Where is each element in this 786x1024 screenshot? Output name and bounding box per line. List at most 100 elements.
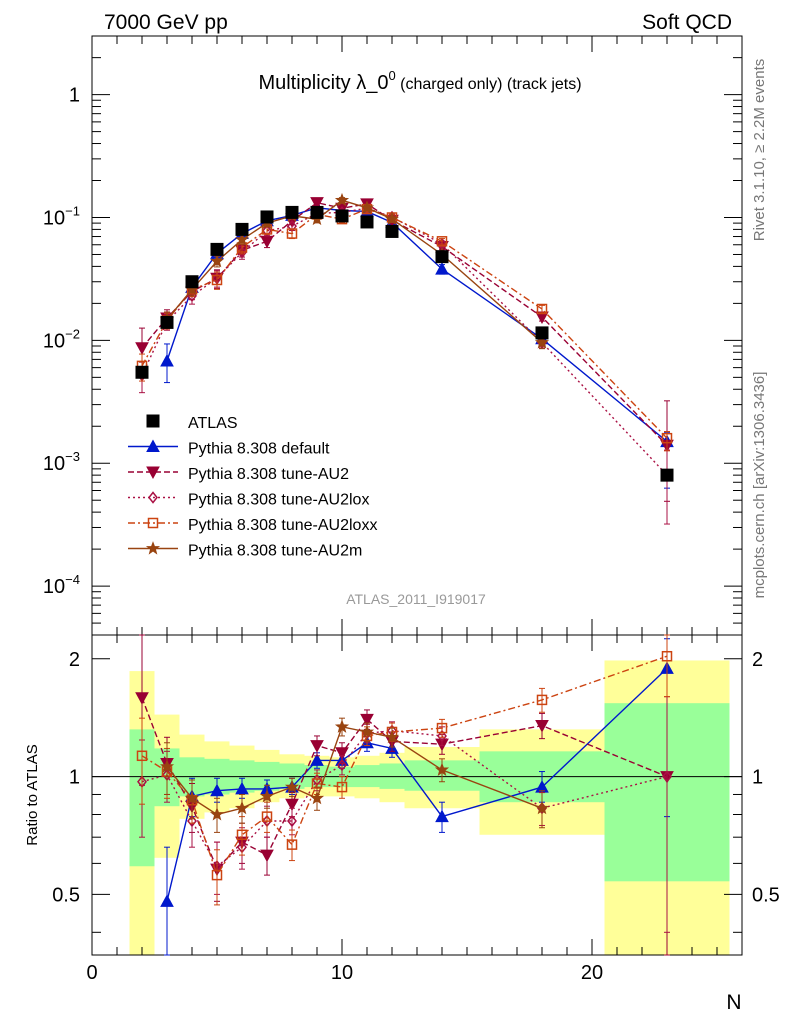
ratio-panel: 0 10 20 0.5 0.5 1 1 2 2 xyxy=(52,634,780,984)
uncertainty-bands xyxy=(129,660,730,955)
series-point-ratio xyxy=(209,807,225,821)
series-point-ratio xyxy=(236,829,248,841)
data-point xyxy=(185,275,199,289)
series-point-ratio xyxy=(662,770,672,783)
y-tick-exponent: −3 xyxy=(65,449,80,464)
series-point-ratio xyxy=(261,811,273,822)
main-panel: 110−110−210−310−4 xyxy=(43,35,743,636)
data-point xyxy=(535,326,549,340)
chart-title: Multiplicity λ_00 (charged only) (track … xyxy=(258,68,581,94)
series-point-ratio xyxy=(335,747,349,760)
y-tick-label-main: 10−2 xyxy=(43,326,80,352)
series-main-4 xyxy=(159,192,550,350)
legend-label: Pythia 8.308 tune-AU2m xyxy=(188,543,362,560)
header-right: Soft QCD xyxy=(642,11,732,34)
data-point xyxy=(310,205,324,219)
legend-item: Pythia 8.308 default xyxy=(128,439,330,458)
series-point-ratio xyxy=(437,729,447,743)
y-tick-label-ratio-right: 0.5 xyxy=(752,884,780,906)
y-tick-label-ratio: 1 xyxy=(69,767,80,789)
legend-label: Pythia 8.308 tune-AU2lox xyxy=(188,492,369,509)
series-point-main xyxy=(260,235,274,249)
series-point-ratio xyxy=(136,750,148,762)
series-point-ratio xyxy=(234,800,250,815)
series-point-main xyxy=(135,342,149,355)
legend-item: Pythia 8.308 tune-AU2 xyxy=(128,466,349,483)
legend-marker xyxy=(147,517,159,529)
y-tick-label-ratio-right: 1 xyxy=(752,767,763,789)
series-point-main xyxy=(160,353,174,367)
series-line-ratio xyxy=(141,655,668,877)
legend-marker xyxy=(148,491,158,504)
side-mcplots-label: mcplots.cern.ch [arXiv:1306.3436] xyxy=(751,372,768,599)
legend-marker xyxy=(145,541,161,555)
y-tick-exponent: −4 xyxy=(65,572,80,587)
series-point-main xyxy=(536,303,548,315)
series-point-ratio xyxy=(310,753,324,766)
y-tick-label-main: 10−1 xyxy=(43,203,80,229)
series-point-main xyxy=(436,236,448,247)
series-point-ratio xyxy=(535,720,549,733)
series-point-ratio xyxy=(187,814,197,828)
y-tick-label-main: 10−4 xyxy=(43,572,80,598)
series-line-ratio xyxy=(141,697,668,871)
series-point-ratio xyxy=(534,800,550,815)
series-point-ratio xyxy=(310,740,324,753)
series-point-ratio xyxy=(434,762,450,776)
y-tick-label-main: 10−3 xyxy=(43,449,80,475)
series-point-main xyxy=(286,228,298,239)
legend-item: Pythia 8.308 tune-AU2m xyxy=(128,541,362,560)
series-point-ratio xyxy=(259,788,275,803)
series-point-main xyxy=(262,224,272,237)
series-point-ratio xyxy=(334,719,350,733)
series-main-3 xyxy=(136,203,673,452)
series-point-ratio xyxy=(435,809,449,823)
series-point-ratio xyxy=(286,839,298,850)
title-main: Multiplicity λ_0 xyxy=(258,72,388,94)
series-point-ratio xyxy=(287,814,297,828)
legend-marker xyxy=(146,414,160,428)
data-point xyxy=(285,205,299,219)
data-point xyxy=(335,209,349,223)
legend-label: Pythia 8.308 default xyxy=(188,441,330,458)
series-point-main xyxy=(534,335,550,349)
series-line-main xyxy=(141,201,668,446)
series-point-main xyxy=(234,232,250,246)
series-point-ratio xyxy=(135,692,149,705)
legend-item: Pythia 8.308 tune-AU2loxx xyxy=(128,517,377,534)
series-point-ratio xyxy=(284,779,300,794)
series-point-ratio xyxy=(184,790,200,805)
series-point-main xyxy=(359,200,375,214)
data-point xyxy=(135,365,149,379)
data-point xyxy=(235,222,249,236)
y-tick-label-ratio: 0.5 xyxy=(52,884,80,906)
x-tick-label: 0 xyxy=(86,962,97,984)
ratio-axis-label: Ratio to ATLAS xyxy=(24,744,41,845)
data-point xyxy=(160,315,174,329)
data-point xyxy=(435,250,449,264)
y-tick-exponent: −1 xyxy=(65,203,80,218)
series-point-ratio xyxy=(359,724,375,738)
series-point-main xyxy=(209,253,225,268)
header-left: 7000 GeV pp xyxy=(104,11,228,34)
series-line-main xyxy=(166,199,543,344)
series-point-main xyxy=(334,192,350,207)
y-tick-label-ratio: 2 xyxy=(69,649,80,671)
data-point xyxy=(385,224,399,238)
x-tick-label: 10 xyxy=(331,962,353,984)
series-point-ratio xyxy=(337,758,347,772)
series-point-ratio xyxy=(336,781,348,793)
series-point-ratio xyxy=(260,849,274,863)
data-point xyxy=(260,210,274,224)
series-point-ratio xyxy=(360,713,374,727)
title-superscript: 0 xyxy=(388,68,395,83)
data-point xyxy=(210,242,224,256)
legend-item: Pythia 8.308 tune-AU2lox xyxy=(128,491,369,509)
series-point-ratio xyxy=(210,783,224,797)
series-point-ratio xyxy=(661,650,673,662)
legend: ATLAS Pythia 8.308 default Pythia 8.308 tu… xyxy=(128,414,377,560)
series-point-main xyxy=(661,432,673,444)
series-point-main xyxy=(435,262,449,275)
y-tick-exponent: −2 xyxy=(65,326,80,341)
series-ratio-4 xyxy=(159,717,550,833)
